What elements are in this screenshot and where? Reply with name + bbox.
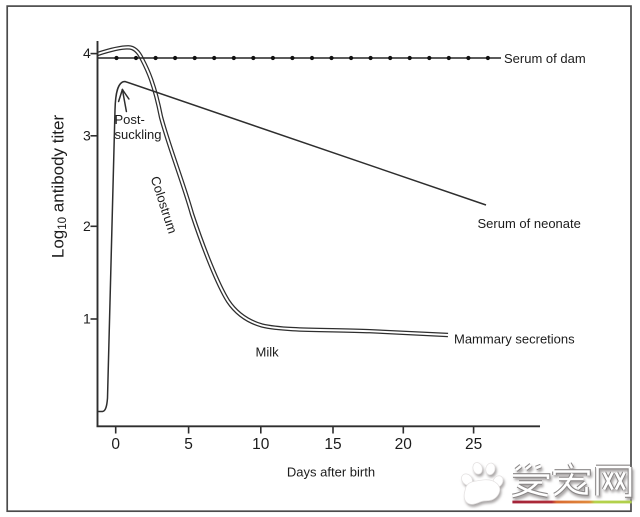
svg-text:Days after birth: Days after birth — [287, 465, 375, 480]
svg-text:Post-: Post- — [115, 112, 145, 127]
svg-text:Milk: Milk — [256, 345, 280, 360]
svg-text:10: 10 — [252, 436, 270, 453]
svg-text:20: 20 — [395, 436, 413, 453]
svg-text:1: 1 — [83, 311, 91, 327]
svg-text:5: 5 — [184, 436, 193, 453]
svg-text:25: 25 — [465, 436, 482, 453]
svg-text:Serum of neonate: Serum of neonate — [478, 216, 581, 231]
svg-text:suckling: suckling — [115, 127, 162, 142]
svg-text:4: 4 — [83, 45, 91, 61]
svg-text:15: 15 — [324, 436, 341, 453]
svg-text:0: 0 — [111, 436, 120, 453]
svg-text:Serum of dam: Serum of dam — [504, 51, 586, 66]
svg-text:2: 2 — [83, 218, 91, 234]
svg-text:Mammary secretions: Mammary secretions — [454, 332, 575, 347]
svg-text:Log10 antibody titer: Log10 antibody titer — [49, 115, 70, 259]
svg-text:3: 3 — [83, 127, 91, 143]
svg-text:Colostrum: Colostrum — [148, 174, 181, 235]
